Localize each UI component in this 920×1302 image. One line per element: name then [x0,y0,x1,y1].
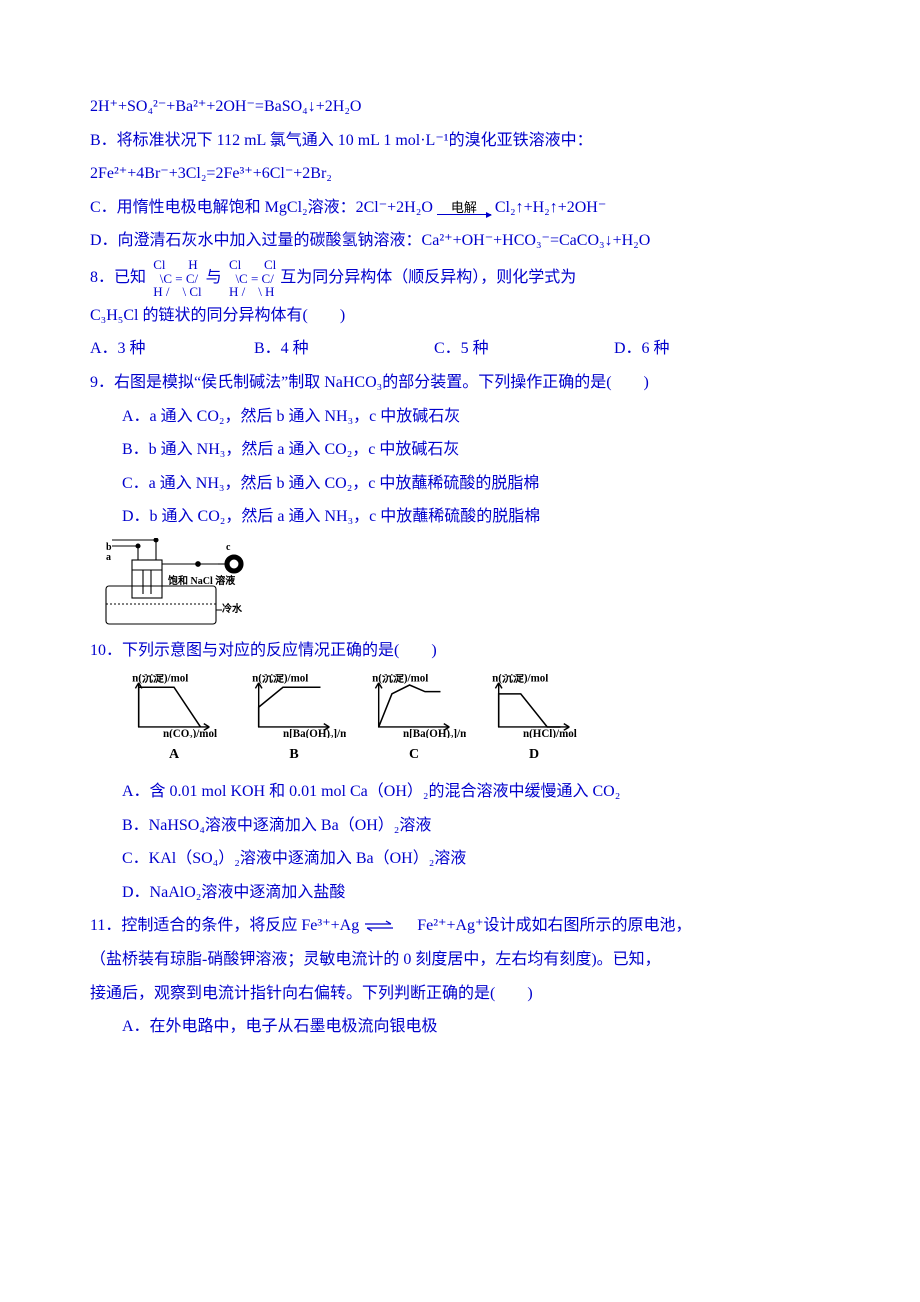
q10-opt-b: B．NaHSO₄溶液中逐滴加入 Ba（OH）₂溶液 [90,809,830,843]
q10-stem: 10．下列示意图与对应的反应情况正确的是( ) [90,634,830,668]
label-coldwater: 冷水 [222,602,243,615]
q8-line2: C₃H₅Cl 的链状的同分异构体有( ) [90,299,830,333]
arrow-line-icon [437,214,491,215]
q11-after: Fe²⁺+Ag⁺设计成如右图所示的原电池， [401,917,691,934]
chart-c: n(沉淀)/moln[Ba(OH)₂]/molC [362,674,466,769]
q9-stem: 9．右图是模拟“侯氏制碱法”制取 NaHCO₃的部分装置。下列操作正确的是( ) [90,366,830,400]
q8-mid: 与 [206,269,222,286]
svg-text:n[Ba(OH)₂]/mol: n[Ba(OH)₂]/mol [403,728,466,738]
q8-opt-d: D．6 种 [614,332,670,366]
q8-options: A．3 种 B．4 种 C．5 种 D．6 种 [90,332,830,366]
svg-text:n(沉淀)/mol: n(沉淀)/mol [372,674,428,685]
svg-text:n(沉淀)/mol: n(沉淀)/mol [252,674,308,685]
structure-1: Cl H \C = C/ H / \ Cl [150,258,202,299]
q11-before: 11．控制适合的条件，将反应 Fe³⁺+Ag [90,917,359,934]
label-nacl: 饱和 NaCl 溶液 [168,574,235,587]
q11-opt-a: A．在外电路中，电子从石墨电极流向银电极 [90,1010,830,1044]
electrolysis-arrow: 电解 [437,201,491,215]
chart-b: n(沉淀)/moln[Ba(OH)₂]/molB [242,674,346,769]
q9-opt-a: A．a 通入 CO₂，然后 b 通入 NH₃，c 中放碱石灰 [90,400,830,434]
q8-opt-c: C．5 种 [434,332,610,366]
apparatus-diagram: b a c 饱和 NaCl 溶液 冷水 [98,538,830,628]
q8-line1: 8．已知 Cl H \C = C/ H / \ Cl 与 Cl Cl \C = … [90,258,830,299]
svg-text:n(HCl)/mol: n(HCl)/mol [523,728,577,738]
q9-opt-c: C．a 通入 NH₃，然后 b 通入 CO₂，c 中放蘸稀硫酸的脱脂棉 [90,467,830,501]
arrow-top-label: 电解 [437,201,491,214]
q8-opt-a: A．3 种 [90,332,250,366]
q10-opt-c: C．KAl（SO₄）₂溶液中逐滴加入 Ba（OH）₂溶液 [90,842,830,876]
chart-d: n(沉淀)/moln(HCl)/molD [482,674,586,769]
q9-opt-b: B．b 通入 NH₃，然后 a 通入 CO₂，c 中放碱石灰 [90,433,830,467]
structure-2: Cl Cl \C = C/ H / \ H [226,258,277,299]
q11-line2: （盐桥装有琼脂-硝酸钾溶液；灵敏电流计的 0 刻度居中，左右均有刻度)。已知， [90,943,830,977]
chart-a: n(沉淀)/moln(CO₂)/molA [122,674,226,769]
opt-d-line: D．向澄清石灰水中加入过量的碳酸氢钠溶液：Ca²⁺+OH⁻+HCO₃⁻=CaCO… [90,224,830,258]
q11-line3: 接通后，观察到电流计指针向右偏转。下列判断正确的是( ) [90,977,830,1011]
opt-c-after: Cl₂↑+H₂↑+2OH⁻ [495,199,606,216]
svg-text:n[Ba(OH)₂]/mol: n[Ba(OH)₂]/mol [283,728,346,738]
q11-line1: 11．控制适合的条件，将反应 Fe³⁺+Ag Fe²⁺+Ag⁺设计成如右图所示的… [90,909,830,943]
opt-c-line: C．用惰性电极电解饱和 MgCl₂溶液：2Cl⁻+2H₂O 电解 Cl₂↑+H₂… [90,191,830,225]
svg-text:n(沉淀)/mol: n(沉淀)/mol [132,674,188,685]
label-c: c [226,542,231,553]
q10-charts: n(沉淀)/moln(CO₂)/molAn(沉淀)/moln[Ba(OH)₂]/… [122,674,830,769]
opt-b-text: B．将标准状况下 112 mL 氯气通入 10 mL 1 mol·L⁻¹的溴化亚… [90,124,830,158]
q9-opt-d: D．b 通入 CO₂，然后 a 通入 NH₃，c 中放蘸稀硫酸的脱脂棉 [90,500,830,534]
opt-c-before: C．用惰性电极电解饱和 MgCl₂溶液：2Cl⁻+2H₂O [90,199,433,216]
q10-opt-d: D．NaAlO₂溶液中逐滴加入盐酸 [90,876,830,910]
q10-opt-a: A．含 0.01 mol KOH 和 0.01 mol Ca（OH）₂的混合溶液… [90,775,830,809]
svg-text:n(沉淀)/mol: n(沉淀)/mol [492,674,548,685]
eq-b-line: 2Fe²⁺+4Br⁻+3Cl₂=2Fe³⁺+6Cl⁻+2Br₂ [90,157,830,191]
equilibrium-arrow-icon [363,920,397,932]
svg-text:n(CO₂)/mol: n(CO₂)/mol [163,728,217,738]
q8-prefix: 8．已知 [90,269,146,286]
q8-opt-b: B．4 种 [254,332,430,366]
label-a: a [106,552,111,563]
q8-suffix: 互为同分异构体（顺反异构），则化学式为 [280,269,576,286]
eq-a-line: 2H⁺+SO₄²⁻+Ba²⁺+2OH⁻=BaSO₄↓+2H₂O [90,90,830,124]
